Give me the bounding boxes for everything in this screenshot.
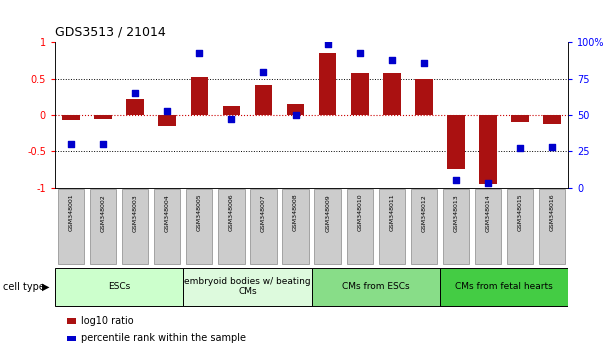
Text: GSM348010: GSM348010 [357,194,362,232]
Text: GSM348011: GSM348011 [389,194,394,232]
Bar [447,115,465,170]
FancyBboxPatch shape [475,189,501,264]
FancyBboxPatch shape [411,189,437,264]
Bar [158,115,176,126]
Bar [479,115,497,184]
Point [227,116,236,122]
FancyBboxPatch shape [443,189,469,264]
Point [355,50,365,56]
Point [130,90,140,96]
FancyBboxPatch shape [90,189,116,264]
Text: GSM348016: GSM348016 [550,194,555,232]
Text: GSM348001: GSM348001 [68,194,73,232]
FancyBboxPatch shape [218,189,244,264]
FancyBboxPatch shape [312,268,440,306]
Text: log10 ratio: log10 ratio [81,316,133,326]
FancyBboxPatch shape [251,189,277,264]
Text: percentile rank within the sample: percentile rank within the sample [81,333,246,343]
FancyBboxPatch shape [183,268,312,306]
Text: GDS3513 / 21014: GDS3513 / 21014 [55,26,166,39]
Text: GSM348005: GSM348005 [197,194,202,232]
Point [547,144,557,150]
Point [98,141,108,147]
Bar [415,79,433,115]
Point [258,69,268,74]
FancyBboxPatch shape [154,189,180,264]
FancyBboxPatch shape [122,189,148,264]
Text: CMs from fetal hearts: CMs from fetal hearts [455,282,553,291]
Text: ▶: ▶ [42,282,49,292]
Text: ESCs: ESCs [108,282,130,291]
Text: GSM348012: GSM348012 [422,194,426,232]
Point [194,50,204,56]
FancyBboxPatch shape [507,189,533,264]
FancyBboxPatch shape [58,189,84,264]
Point [515,145,525,151]
Point [451,178,461,183]
Text: GSM348015: GSM348015 [518,194,522,232]
Bar [351,73,368,115]
Point [163,108,172,114]
Bar [319,53,337,115]
Bar [191,77,208,115]
Point [66,141,76,147]
Text: GSM348014: GSM348014 [486,194,491,232]
Bar [383,73,401,115]
FancyBboxPatch shape [282,189,309,264]
Text: GSM348007: GSM348007 [261,194,266,232]
Bar [62,115,80,120]
Point [419,60,429,65]
Point [291,112,301,118]
FancyBboxPatch shape [315,189,341,264]
Text: GSM348003: GSM348003 [133,194,137,232]
Text: CMs from ESCs: CMs from ESCs [342,282,409,291]
Text: GSM348009: GSM348009 [325,194,330,232]
Text: GSM348008: GSM348008 [293,194,298,232]
FancyBboxPatch shape [346,189,373,264]
FancyBboxPatch shape [379,189,405,264]
Text: GSM348006: GSM348006 [229,194,234,232]
FancyBboxPatch shape [55,268,183,306]
Bar [255,85,273,115]
Bar [67,318,76,324]
Bar [67,336,76,341]
Bar [222,105,240,115]
FancyBboxPatch shape [539,189,565,264]
Bar [94,115,112,119]
FancyBboxPatch shape [440,268,568,306]
Text: cell type: cell type [3,282,45,292]
Bar [287,104,304,115]
Bar [126,99,144,115]
Text: GSM348002: GSM348002 [101,194,106,232]
Text: GSM348004: GSM348004 [165,194,170,232]
Point [483,181,493,186]
Point [323,41,332,47]
Text: GSM348013: GSM348013 [453,194,458,232]
Bar [543,115,561,125]
Text: embryoid bodies w/ beating
CMs: embryoid bodies w/ beating CMs [184,277,311,296]
FancyBboxPatch shape [186,189,213,264]
Bar [511,115,529,122]
Point [387,57,397,63]
